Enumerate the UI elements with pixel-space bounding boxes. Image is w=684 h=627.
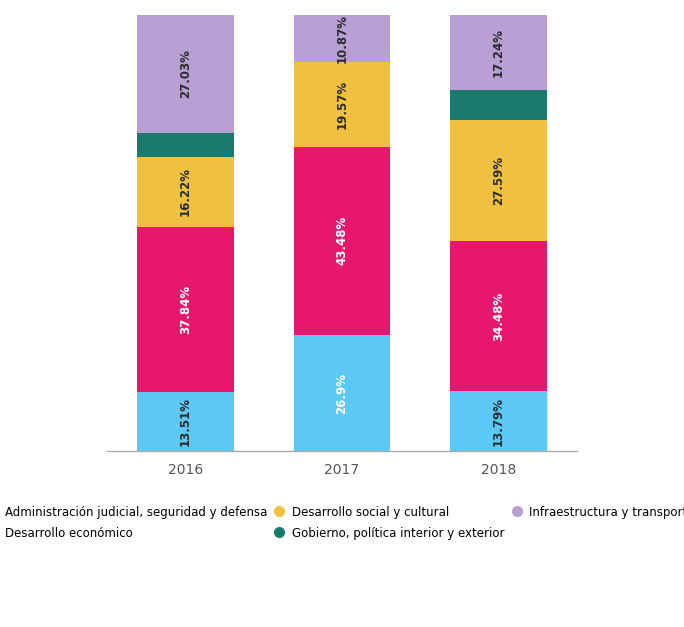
Bar [137, 15, 234, 133]
Bar [293, 62, 391, 147]
Bar [450, 391, 547, 451]
Text: 37.84%: 37.84% [179, 285, 192, 334]
Legend: Administración judicial, seguridad y defensa, Desarrollo económico, Desarrollo s: Administración judicial, seguridad y def… [0, 501, 684, 545]
Text: 19.57%: 19.57% [335, 80, 349, 129]
Text: 13.51%: 13.51% [179, 398, 192, 446]
Text: 13.79%: 13.79% [492, 397, 505, 446]
Bar [137, 228, 234, 393]
Bar [450, 241, 547, 391]
Bar [293, 147, 391, 335]
Bar [293, 335, 391, 451]
Text: 34.48%: 34.48% [492, 292, 505, 340]
Bar [137, 157, 234, 228]
Text: 10.87%: 10.87% [335, 14, 349, 63]
Text: 17.24%: 17.24% [492, 28, 505, 77]
Bar [137, 133, 234, 157]
Text: 27.59%: 27.59% [492, 156, 505, 205]
Bar [450, 120, 547, 241]
Bar [293, 15, 391, 62]
Bar [450, 90, 547, 120]
Text: 43.48%: 43.48% [335, 216, 349, 265]
Bar [137, 393, 234, 451]
Text: 16.22%: 16.22% [179, 167, 192, 216]
Bar [450, 15, 547, 90]
Text: 26.9%: 26.9% [335, 372, 349, 414]
Text: 27.03%: 27.03% [179, 50, 192, 98]
